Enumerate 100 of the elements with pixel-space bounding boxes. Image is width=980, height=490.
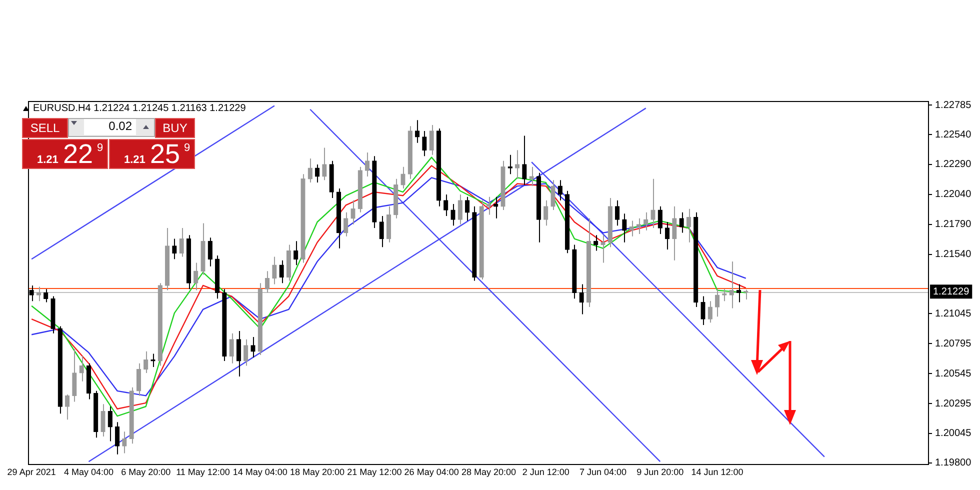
x-tick-label: 9 Jun 20:00: [636, 466, 684, 477]
x-tick-label: 4 May 04:00: [64, 466, 114, 477]
candlestick: [172, 238, 177, 260]
candlestick: [100, 404, 106, 437]
x-tick-label: 7 Jun 04:00: [579, 466, 627, 477]
candlestick: [450, 204, 456, 226]
y-tick-label: 1.20295: [935, 398, 972, 410]
y-tick-label: 1.22785: [935, 100, 972, 111]
candlestick: [522, 135, 527, 186]
candlestick: [114, 422, 120, 455]
candlestick: [664, 222, 670, 250]
candlestick: [514, 150, 520, 180]
y-tick-label: 1.22290: [935, 159, 972, 170]
candlestick: [722, 288, 727, 302]
annotation: BUY: [155, 118, 195, 138]
y-tick-label: 1.22540: [935, 129, 972, 140]
candlestick: [314, 164, 320, 183]
candlestick: [229, 332, 234, 364]
y-tick-label: 1.20795: [935, 338, 972, 350]
candlestick: [244, 338, 248, 366]
candlestick: [672, 206, 677, 261]
candlestick: [208, 237, 212, 267]
x-tick-label: 29 Apr 2021: [7, 466, 56, 477]
candlestick: [108, 406, 112, 442]
annotation: 9: [184, 142, 190, 154]
x-tick-label: 26 May 04:00: [404, 466, 459, 477]
x-tick-label: 2 Jun 12:00: [522, 466, 570, 477]
candlestick: [686, 208, 692, 243]
annotation: 0.02: [84, 119, 136, 135]
candlestick: [464, 196, 470, 222]
annotation: 1.21: [37, 154, 58, 166]
candlestick: [250, 336, 256, 358]
annotation: SELL: [22, 118, 68, 138]
candlestick: [629, 220, 634, 237]
candlestick: [558, 180, 562, 201]
y-tick-label: 1.21790: [935, 219, 972, 230]
chart-title: EURUSD.H4 1.21224 1.21245 1.21163 1.21229: [33, 103, 246, 114]
candlestick: [650, 178, 656, 228]
candlestick: [294, 240, 298, 266]
candlestick: [344, 212, 348, 237]
x-tick-label: 28 May 20:00: [461, 466, 516, 477]
candlestick: [729, 261, 734, 309]
x-tick-label: 11 May 12:00: [176, 466, 230, 477]
candlestick: [422, 130, 427, 157]
candlestick: [414, 120, 420, 144]
candlestick: [400, 166, 406, 189]
candlestick: [486, 196, 492, 216]
candlestick: [79, 356, 84, 382]
annotation: 22: [63, 139, 94, 169]
annotation: 9: [97, 142, 104, 154]
x-tick-label: 18 May 20:00: [290, 466, 345, 477]
y-tick-label: 1.21045: [935, 308, 972, 320]
candlestick: [194, 262, 198, 291]
candlestick: [36, 286, 42, 302]
candlestick: [658, 206, 662, 234]
candlestick: [72, 348, 77, 402]
y-tick-label: 1.22040: [935, 189, 972, 200]
x-tick-label: 14 May 04:00: [232, 466, 288, 477]
candlestick: [622, 213, 627, 243]
candlestick: [272, 256, 277, 285]
candlestick: [544, 200, 548, 226]
candlestick: [264, 270, 270, 294]
y-tick-label: 1.20545: [935, 368, 972, 380]
candlestick: [179, 227, 184, 258]
y-tick-label: 1.21540: [935, 249, 972, 260]
candlestick: [429, 124, 434, 156]
candlestick: [322, 147, 327, 181]
candlestick: [308, 158, 312, 183]
candlestick: [279, 260, 284, 284]
annotation: 25: [150, 139, 180, 169]
candlestick: [579, 284, 584, 315]
annotation: 1.21: [124, 154, 146, 166]
candlestick: [386, 206, 392, 243]
candlestick: [508, 154, 512, 175]
x-tick-label: 14 Jun 12:00: [691, 466, 744, 477]
candlestick: [122, 431, 127, 454]
candlestick: [364, 152, 370, 177]
ref-line-label: 1.21229: [933, 286, 970, 298]
candlestick: [636, 218, 642, 234]
y-tick-label: 1.19800: [935, 458, 972, 469]
candlestick: [350, 200, 356, 225]
candlestick: [458, 194, 462, 225]
candlestick: [236, 330, 242, 378]
candlestick: [136, 362, 142, 396]
x-tick-label: 21 May 12:00: [347, 466, 402, 477]
candlestick: [64, 394, 70, 420]
candlestick: [44, 288, 48, 303]
candlestick: [529, 166, 534, 187]
y-tick-label: 1.20045: [935, 428, 972, 440]
candlestick: [708, 300, 712, 324]
candlestick: [550, 180, 556, 211]
candlestick: [600, 234, 606, 264]
candlestick: [614, 200, 620, 226]
x-tick-label: 6 May 20:00: [121, 466, 171, 477]
candlestick: [679, 212, 684, 234]
candlestick: [714, 288, 720, 318]
candlestick: [494, 196, 498, 219]
candlestick: [736, 284, 742, 303]
candlestick: [444, 194, 448, 217]
candlestick: [379, 216, 384, 248]
